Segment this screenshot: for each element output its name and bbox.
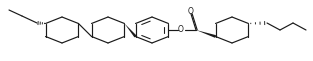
Text: O: O xyxy=(188,7,194,16)
Text: O: O xyxy=(178,25,184,35)
Polygon shape xyxy=(125,23,136,37)
Polygon shape xyxy=(196,30,216,38)
